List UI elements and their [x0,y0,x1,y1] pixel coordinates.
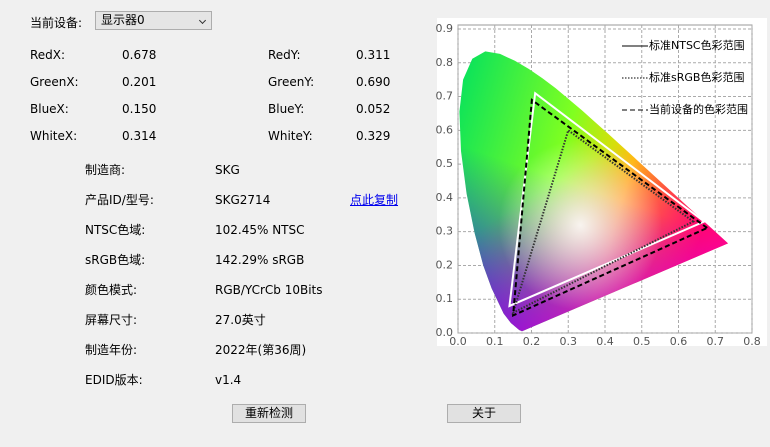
device-select[interactable]: 显示器0 [95,11,212,30]
coord-label: RedY: [268,48,301,62]
x-tick-label: 0.3 [560,335,578,348]
coord-label: RedX: [30,48,66,62]
info-value: 142.29% sRGB [215,253,305,267]
x-tick-label: 0.4 [596,335,614,348]
x-tick-label: 0.5 [633,335,651,348]
redetect-button[interactable]: 重新检测 [232,404,306,423]
y-tick-label: 0.2 [436,258,454,271]
y-tick-label: 0.6 [436,123,454,136]
info-label: 颜色模式: [85,283,138,297]
coord-label: WhiteX: [30,129,78,143]
info-value: 2022年(第36周) [215,343,307,357]
coord-value: 0.690 [356,75,391,89]
y-tick-label: 0.5 [436,157,454,170]
coord-label: BlueY: [268,102,305,116]
info-label: 制造商: [85,163,126,177]
info-value: 102.45% NTSC [215,223,305,237]
y-tick-label: 0.3 [436,225,454,238]
info-value: SKG [215,163,240,177]
coord-label: BlueX: [30,102,69,116]
x-tick-label: 0.8 [743,335,761,348]
x-tick-label: 0.1 [486,335,504,348]
info-value: SKG2714 [215,193,271,207]
coord-value: 0.311 [356,48,391,62]
coord-label: WhiteY: [268,129,313,143]
gamut-triangle [511,98,710,318]
coord-value: 0.314 [122,129,157,143]
x-tick-label: 0.7 [707,335,725,348]
info-value: RGB/YCrCb 10Bits [215,283,323,297]
info-label: sRGB色域: [85,253,146,267]
y-tick-label: 0.9 [436,22,454,35]
info-label: EDID版本: [85,373,143,387]
info-label: 产品ID/型号: [85,193,154,207]
legend-label: 标准sRGB色彩范围 [649,70,744,84]
legend-label: 标准NTSC色彩范围 [649,38,745,52]
info-label: NTSC色域: [85,223,146,237]
coord-value: 0.150 [122,102,157,116]
coord-label: GreenY: [268,75,315,89]
y-tick-label: 0.4 [436,191,454,204]
x-tick-label: 0.2 [523,335,541,348]
copy-link[interactable]: 点此复制 [350,193,399,207]
y-tick-label: 0.1 [436,292,454,305]
y-tick-label: 0.7 [436,90,454,103]
x-tick-label: 0.6 [670,335,688,348]
coord-value: 0.052 [356,102,391,116]
gamut-triangle [511,128,696,315]
info-value: 27.0英寸 [215,313,266,327]
y-tick-label: 0.8 [436,56,454,69]
x-tick-label: 0.0 [449,335,467,348]
coord-value: 0.201 [122,75,157,89]
legend-label: 当前设备的色彩范围 [649,102,748,116]
device-label: 当前设备: [30,16,83,30]
coord-value: 0.329 [356,129,391,143]
coord-value: 0.678 [122,48,157,62]
coord-label: GreenX: [30,75,79,89]
y-tick-label: 0.0 [436,326,454,339]
info-value: v1.4 [215,373,242,387]
info-label: 制造年份: [85,343,138,357]
gamut-triangle [508,91,707,308]
info-label: 屏幕尺寸: [85,313,138,327]
about-button[interactable]: 关于 [447,404,521,423]
